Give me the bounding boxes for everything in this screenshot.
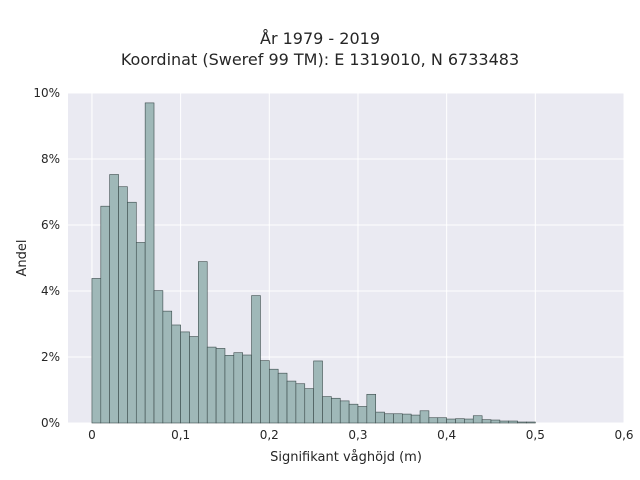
histogram-bar — [419, 410, 430, 424]
histogram-bar — [268, 368, 279, 424]
histogram-bar — [260, 360, 270, 424]
histogram-bar — [144, 102, 155, 424]
histogram-bar — [295, 383, 306, 424]
histogram-bar — [410, 414, 421, 424]
histogram-bar — [490, 419, 501, 424]
x-tick-label: 0,2 — [260, 428, 279, 442]
y-tick-label: 8% — [41, 152, 60, 166]
chart-title-line-2: Koordinat (Sweref 99 TM): E 1319010, N 6… — [120, 50, 520, 69]
histogram-bar — [286, 380, 297, 424]
chart-title-line-1: År 1979 - 2019 — [260, 29, 380, 48]
tick-labels: 0 0,1 0,2 0,3 0,4 0,5 0,6 0% 2% 4% 6% 8% 10% — [33, 86, 633, 442]
x-axis-label: Signifikant våghöjd (m) — [270, 450, 422, 465]
histogram-bar — [189, 336, 199, 424]
histogram-bar — [215, 348, 226, 424]
x-tick-label: 0,4 — [437, 428, 456, 442]
histogram-bar — [437, 417, 447, 424]
histogram-bar — [91, 278, 102, 424]
histogram-bar — [153, 290, 164, 424]
histogram-bar — [472, 415, 483, 424]
histogram-bar — [251, 295, 261, 424]
y-tick-label: 2% — [41, 350, 60, 364]
histogram-bar — [277, 372, 288, 424]
histogram-bar — [348, 403, 359, 424]
histogram-bar — [109, 174, 119, 424]
histogram-bar — [180, 331, 190, 424]
histogram-bar — [118, 186, 128, 424]
x-tick-label: 0,1 — [171, 428, 190, 442]
y-tick-label: 4% — [41, 284, 60, 298]
histogram-bar — [402, 413, 412, 424]
histogram-bar — [508, 420, 518, 424]
histogram-bar — [322, 396, 332, 424]
histogram-bar — [357, 406, 368, 424]
histogram-bar — [162, 310, 173, 424]
histogram-bar — [393, 413, 403, 424]
histogram-bar — [198, 261, 208, 424]
histogram-bar — [526, 421, 536, 424]
histogram-bar — [517, 421, 527, 424]
x-tick-label: 0 — [88, 428, 96, 442]
histogram-bar — [171, 324, 181, 424]
histogram-bar — [384, 413, 394, 424]
x-tick-label: 0,5 — [526, 428, 545, 442]
histogram-bar — [366, 393, 377, 424]
histogram-bar — [313, 360, 323, 424]
histogram-bar — [428, 417, 439, 424]
histogram-bar — [455, 418, 465, 424]
histogram-bar — [304, 388, 314, 424]
histogram-bar — [464, 418, 474, 424]
histogram-bar — [233, 352, 243, 424]
histogram-bar — [331, 397, 341, 424]
histogram-bar — [135, 242, 146, 424]
y-tick-label: 0% — [41, 416, 60, 430]
histogram-bar — [206, 346, 217, 424]
histogram-bar — [446, 418, 456, 424]
histogram-bar — [499, 420, 510, 424]
histogram-bar — [481, 419, 492, 424]
histogram-bar — [339, 400, 350, 424]
y-tick-label: 6% — [41, 218, 60, 232]
y-axis-label: Andel — [15, 240, 30, 277]
histogram-bar — [100, 205, 110, 424]
x-tick-label: 0,3 — [348, 428, 367, 442]
histogram-bar — [127, 201, 137, 424]
bars — [91, 102, 536, 424]
y-tick-label: 10% — [33, 86, 60, 100]
x-tick-label: 0,6 — [614, 428, 633, 442]
histogram-bar — [224, 355, 235, 424]
histogram-bar — [242, 354, 252, 424]
histogram-bar — [375, 411, 385, 424]
